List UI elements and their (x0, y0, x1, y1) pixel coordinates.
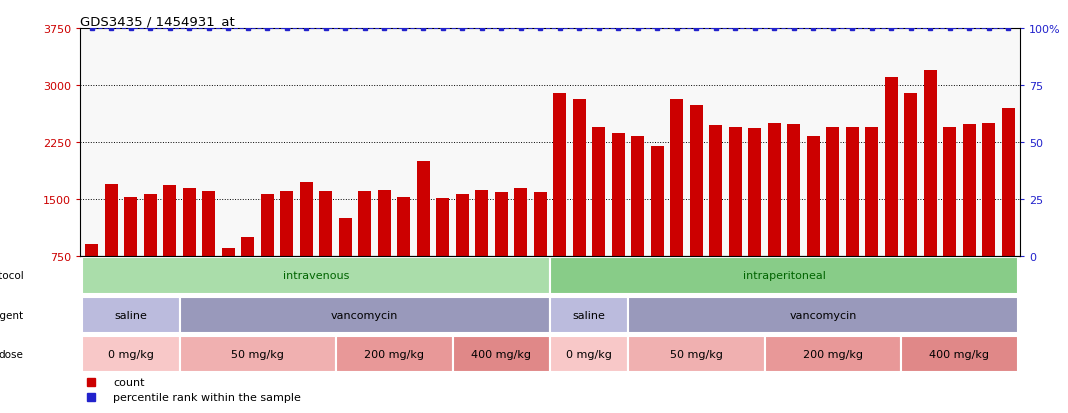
Bar (807, 136, 819, 313)
Bar (943, 127, 956, 313)
Bar (550, 297, 628, 333)
Text: saline: saline (114, 310, 147, 320)
Bar (827, 127, 839, 313)
Bar (765, 337, 901, 373)
Bar (397, 197, 410, 313)
Bar (690, 106, 703, 313)
Bar (768, 123, 781, 313)
Text: intravenous: intravenous (283, 271, 349, 281)
Bar (924, 71, 937, 313)
Bar (300, 183, 313, 313)
Text: 50 mg/kg: 50 mg/kg (231, 349, 284, 359)
Bar (628, 297, 1018, 333)
Bar (515, 189, 528, 313)
Bar (241, 237, 254, 313)
Bar (359, 192, 371, 313)
Bar (105, 184, 117, 313)
Bar (846, 127, 859, 313)
Text: intraperitoneal: intraperitoneal (742, 271, 826, 281)
Bar (631, 136, 644, 313)
Bar (82, 258, 550, 294)
Bar (593, 127, 606, 313)
Bar (437, 199, 450, 313)
Bar (475, 190, 488, 313)
Bar (749, 129, 761, 313)
Bar (885, 78, 897, 313)
Text: vancomycin: vancomycin (789, 310, 857, 320)
Text: saline: saline (572, 310, 606, 320)
Bar (550, 337, 628, 373)
Text: 400 mg/kg: 400 mg/kg (929, 349, 989, 359)
Bar (163, 186, 176, 313)
Bar (183, 189, 195, 313)
Bar (905, 93, 917, 313)
Bar (628, 337, 765, 373)
Bar (650, 146, 663, 313)
Bar (1002, 109, 1015, 313)
Text: agent: agent (0, 310, 23, 320)
Bar (865, 128, 878, 313)
Text: GDS3435 / 1454931_at: GDS3435 / 1454931_at (80, 15, 235, 28)
Bar (671, 100, 684, 313)
Bar (553, 93, 566, 313)
Bar (179, 337, 335, 373)
Text: protocol: protocol (0, 271, 23, 281)
Bar (534, 192, 547, 313)
Text: 0 mg/kg: 0 mg/kg (566, 349, 612, 359)
Text: count: count (113, 377, 144, 387)
Text: percentile rank within the sample: percentile rank within the sample (113, 392, 301, 402)
Bar (963, 125, 975, 313)
Bar (261, 194, 273, 313)
Text: vancomycin: vancomycin (331, 310, 398, 320)
Text: 200 mg/kg: 200 mg/kg (803, 349, 863, 359)
Bar (572, 100, 585, 313)
Bar (453, 337, 550, 373)
Bar (203, 192, 215, 313)
Bar (729, 127, 741, 313)
Bar (281, 192, 293, 313)
Bar (125, 197, 137, 313)
Bar (494, 192, 507, 313)
Bar (983, 123, 995, 313)
Bar (456, 195, 469, 313)
Bar (417, 161, 429, 313)
Bar (901, 337, 1018, 373)
Bar (787, 125, 800, 313)
Bar (222, 249, 235, 313)
Bar (82, 337, 179, 373)
Bar (550, 258, 1018, 294)
Bar (612, 133, 625, 313)
Text: 200 mg/kg: 200 mg/kg (364, 349, 424, 359)
Bar (709, 126, 722, 313)
Bar (335, 337, 453, 373)
Text: 400 mg/kg: 400 mg/kg (471, 349, 531, 359)
Bar (179, 297, 550, 333)
Bar (82, 297, 179, 333)
Text: dose: dose (0, 349, 23, 359)
Bar (378, 191, 391, 313)
Bar (319, 192, 332, 313)
Bar (144, 195, 157, 313)
Text: 0 mg/kg: 0 mg/kg (108, 349, 154, 359)
Bar (85, 245, 98, 313)
Bar (339, 218, 351, 313)
Text: 50 mg/kg: 50 mg/kg (670, 349, 723, 359)
